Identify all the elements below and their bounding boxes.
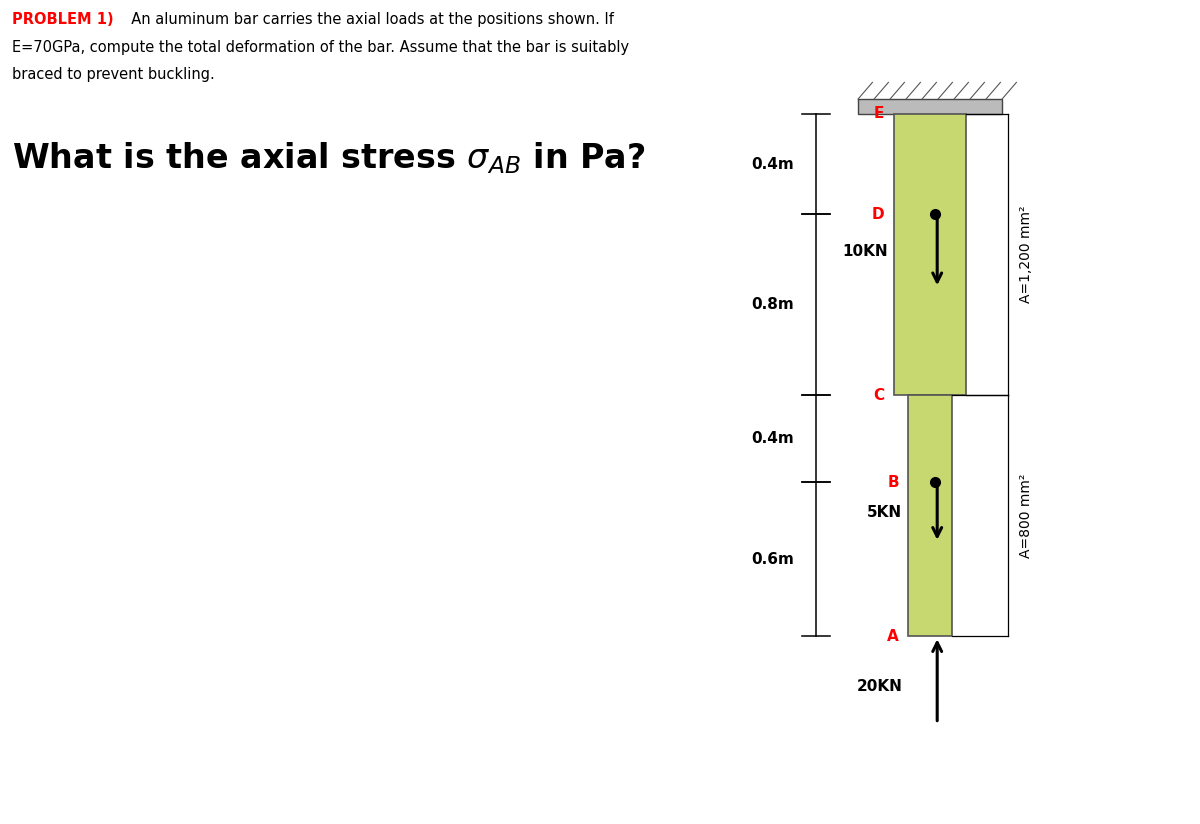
Text: braced to prevent buckling.: braced to prevent buckling. bbox=[12, 67, 215, 82]
Text: B: B bbox=[887, 475, 899, 489]
Text: D: D bbox=[871, 207, 884, 222]
Text: C: C bbox=[874, 388, 884, 403]
Text: A: A bbox=[887, 629, 899, 644]
Text: PROBLEM 1): PROBLEM 1) bbox=[12, 12, 114, 27]
Text: 0.4m: 0.4m bbox=[751, 431, 794, 447]
Bar bbox=[858, 99, 1002, 114]
Bar bbox=[908, 396, 952, 636]
Text: A=800 mm²: A=800 mm² bbox=[1019, 474, 1033, 558]
Text: 0.6m: 0.6m bbox=[751, 552, 794, 567]
Text: 20KN: 20KN bbox=[857, 679, 902, 694]
Text: E=70GPa, compute the total deformation of the bar. Assume that the bar is suitab: E=70GPa, compute the total deformation o… bbox=[12, 40, 629, 54]
Text: An aluminum bar carries the axial loads at the positions shown. If: An aluminum bar carries the axial loads … bbox=[122, 12, 614, 27]
Text: E: E bbox=[874, 106, 884, 121]
Text: 5KN: 5KN bbox=[868, 505, 902, 520]
Text: 10KN: 10KN bbox=[842, 244, 888, 259]
Bar bbox=[894, 114, 966, 396]
Text: A=1,200 mm²: A=1,200 mm² bbox=[1019, 206, 1033, 303]
Text: What is the axial stress $\sigma_{AB}$ in Pa?: What is the axial stress $\sigma_{AB}$ i… bbox=[12, 140, 646, 176]
Text: 0.4m: 0.4m bbox=[751, 157, 794, 171]
Text: 0.8m: 0.8m bbox=[751, 297, 794, 312]
